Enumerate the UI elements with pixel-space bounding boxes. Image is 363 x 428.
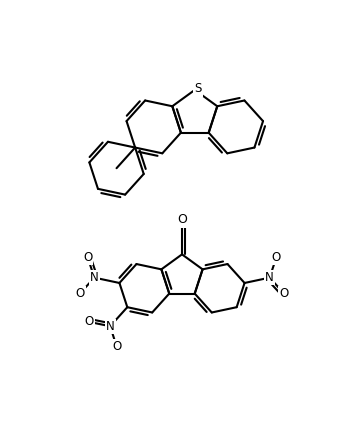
Text: N: N <box>265 271 274 284</box>
Text: N: N <box>90 271 99 284</box>
Text: O: O <box>112 340 121 353</box>
Text: S: S <box>194 83 201 95</box>
Text: N: N <box>106 320 115 333</box>
Text: O: O <box>280 287 289 300</box>
Text: O: O <box>177 214 187 226</box>
Text: O: O <box>76 287 85 300</box>
Text: O: O <box>272 251 281 264</box>
Text: O: O <box>85 315 94 328</box>
Text: O: O <box>83 251 92 264</box>
